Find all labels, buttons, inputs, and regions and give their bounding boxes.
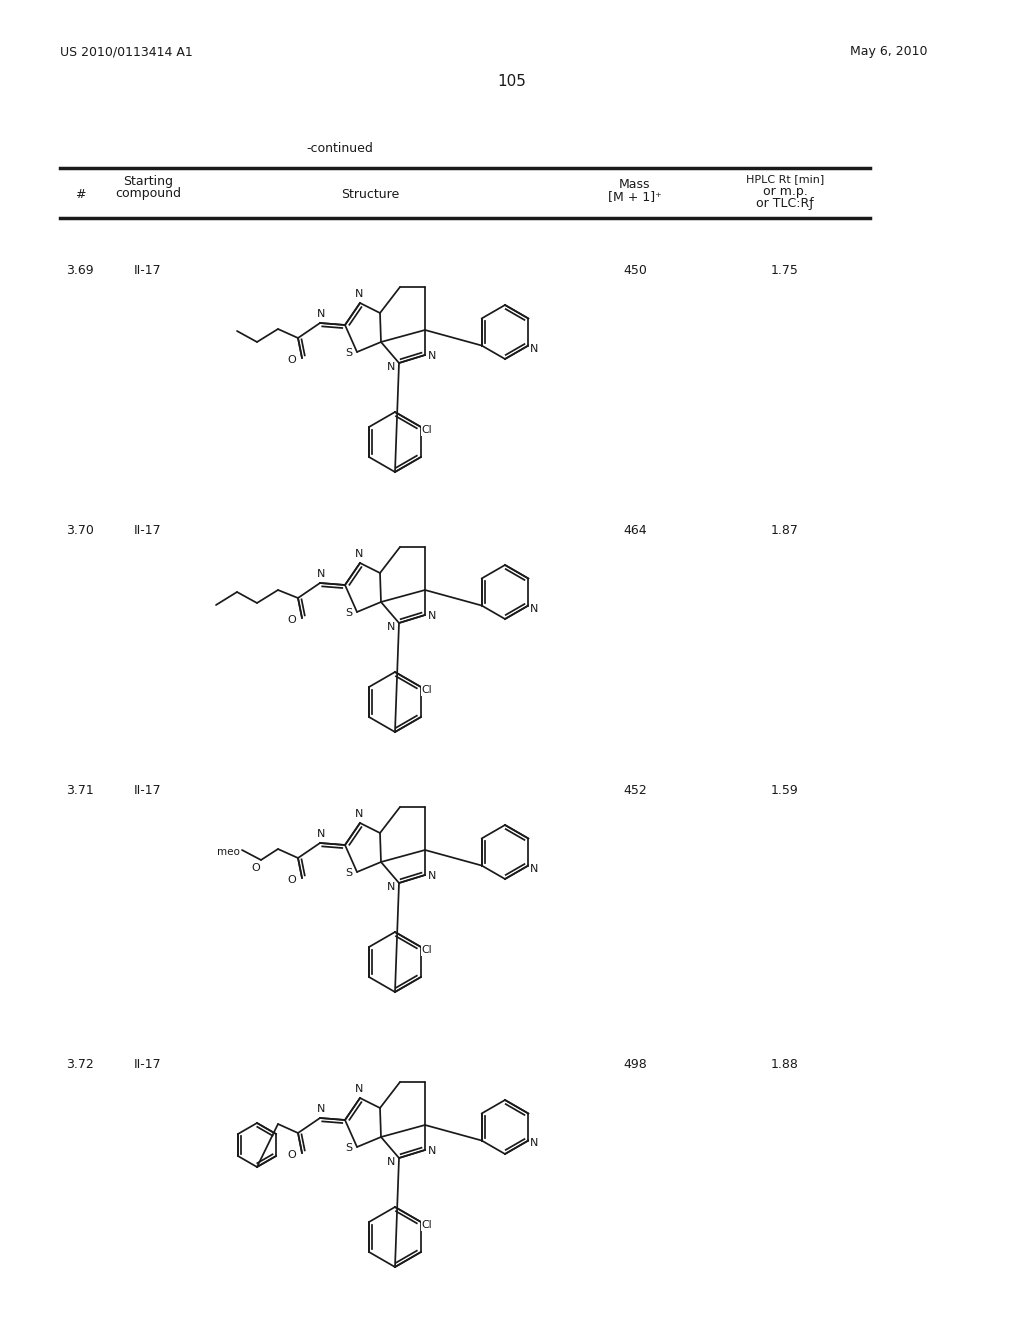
Text: meo: meo — [216, 847, 240, 857]
Text: 3.71: 3.71 — [67, 784, 94, 796]
Text: US 2010/0113414 A1: US 2010/0113414 A1 — [60, 45, 193, 58]
Text: 452: 452 — [624, 784, 647, 796]
Text: N: N — [387, 362, 395, 372]
Text: meo: meo — [216, 847, 240, 857]
Text: N: N — [530, 1138, 539, 1148]
Text: N: N — [354, 809, 364, 818]
Text: May 6, 2010: May 6, 2010 — [850, 45, 928, 58]
Text: 464: 464 — [624, 524, 647, 536]
Text: N: N — [428, 351, 436, 360]
Text: S: S — [345, 869, 352, 878]
Text: 1.75: 1.75 — [771, 264, 799, 276]
Text: N: N — [387, 1158, 395, 1167]
Text: O: O — [288, 1150, 296, 1160]
Text: N: N — [387, 882, 395, 892]
Text: 450: 450 — [623, 264, 647, 276]
Text: Structure: Structure — [341, 187, 399, 201]
Text: 3.70: 3.70 — [67, 524, 94, 536]
Text: N: N — [316, 309, 326, 319]
Text: or m.p.: or m.p. — [763, 185, 807, 198]
Text: #: # — [75, 187, 85, 201]
Text: N: N — [316, 829, 326, 840]
Text: N: N — [387, 622, 395, 632]
Text: O: O — [288, 875, 296, 884]
Text: N: N — [354, 549, 364, 558]
Text: S: S — [345, 348, 352, 358]
Text: compound: compound — [115, 187, 181, 201]
Text: N: N — [428, 1146, 436, 1156]
Text: N: N — [354, 289, 364, 300]
Text: N: N — [354, 1084, 364, 1094]
Text: 105: 105 — [498, 74, 526, 90]
Text: 1.59: 1.59 — [771, 784, 799, 796]
Text: [M + 1]⁺: [M + 1]⁺ — [608, 190, 662, 203]
Text: 1.88: 1.88 — [771, 1059, 799, 1072]
Text: Cl: Cl — [422, 945, 432, 954]
Text: Cl: Cl — [422, 1220, 432, 1230]
Text: O: O — [252, 863, 260, 873]
Text: II-17: II-17 — [134, 784, 162, 796]
Text: HPLC Rt [min]: HPLC Rt [min] — [745, 174, 824, 183]
Text: N: N — [530, 863, 539, 874]
Text: 498: 498 — [624, 1059, 647, 1072]
Text: N: N — [530, 343, 539, 354]
Text: II-17: II-17 — [134, 264, 162, 276]
Text: S: S — [345, 609, 352, 618]
Text: N: N — [428, 611, 436, 620]
Text: Starting: Starting — [123, 174, 173, 187]
Text: 1.87: 1.87 — [771, 524, 799, 536]
Text: II-17: II-17 — [134, 524, 162, 536]
Text: Mass: Mass — [620, 177, 650, 190]
Text: -continued: -continued — [306, 141, 374, 154]
Text: or TLC:Rƒ: or TLC:Rƒ — [756, 198, 814, 210]
Text: N: N — [428, 871, 436, 880]
Text: Cl: Cl — [422, 425, 432, 436]
Text: Cl: Cl — [422, 685, 432, 696]
Text: II-17: II-17 — [134, 1059, 162, 1072]
Text: O: O — [288, 615, 296, 624]
Text: 3.72: 3.72 — [67, 1059, 94, 1072]
Text: N: N — [316, 569, 326, 579]
Text: 3.69: 3.69 — [67, 264, 94, 276]
Text: S: S — [345, 1143, 352, 1152]
Text: N: N — [530, 603, 539, 614]
Text: N: N — [316, 1104, 326, 1114]
Text: O: O — [288, 355, 296, 366]
